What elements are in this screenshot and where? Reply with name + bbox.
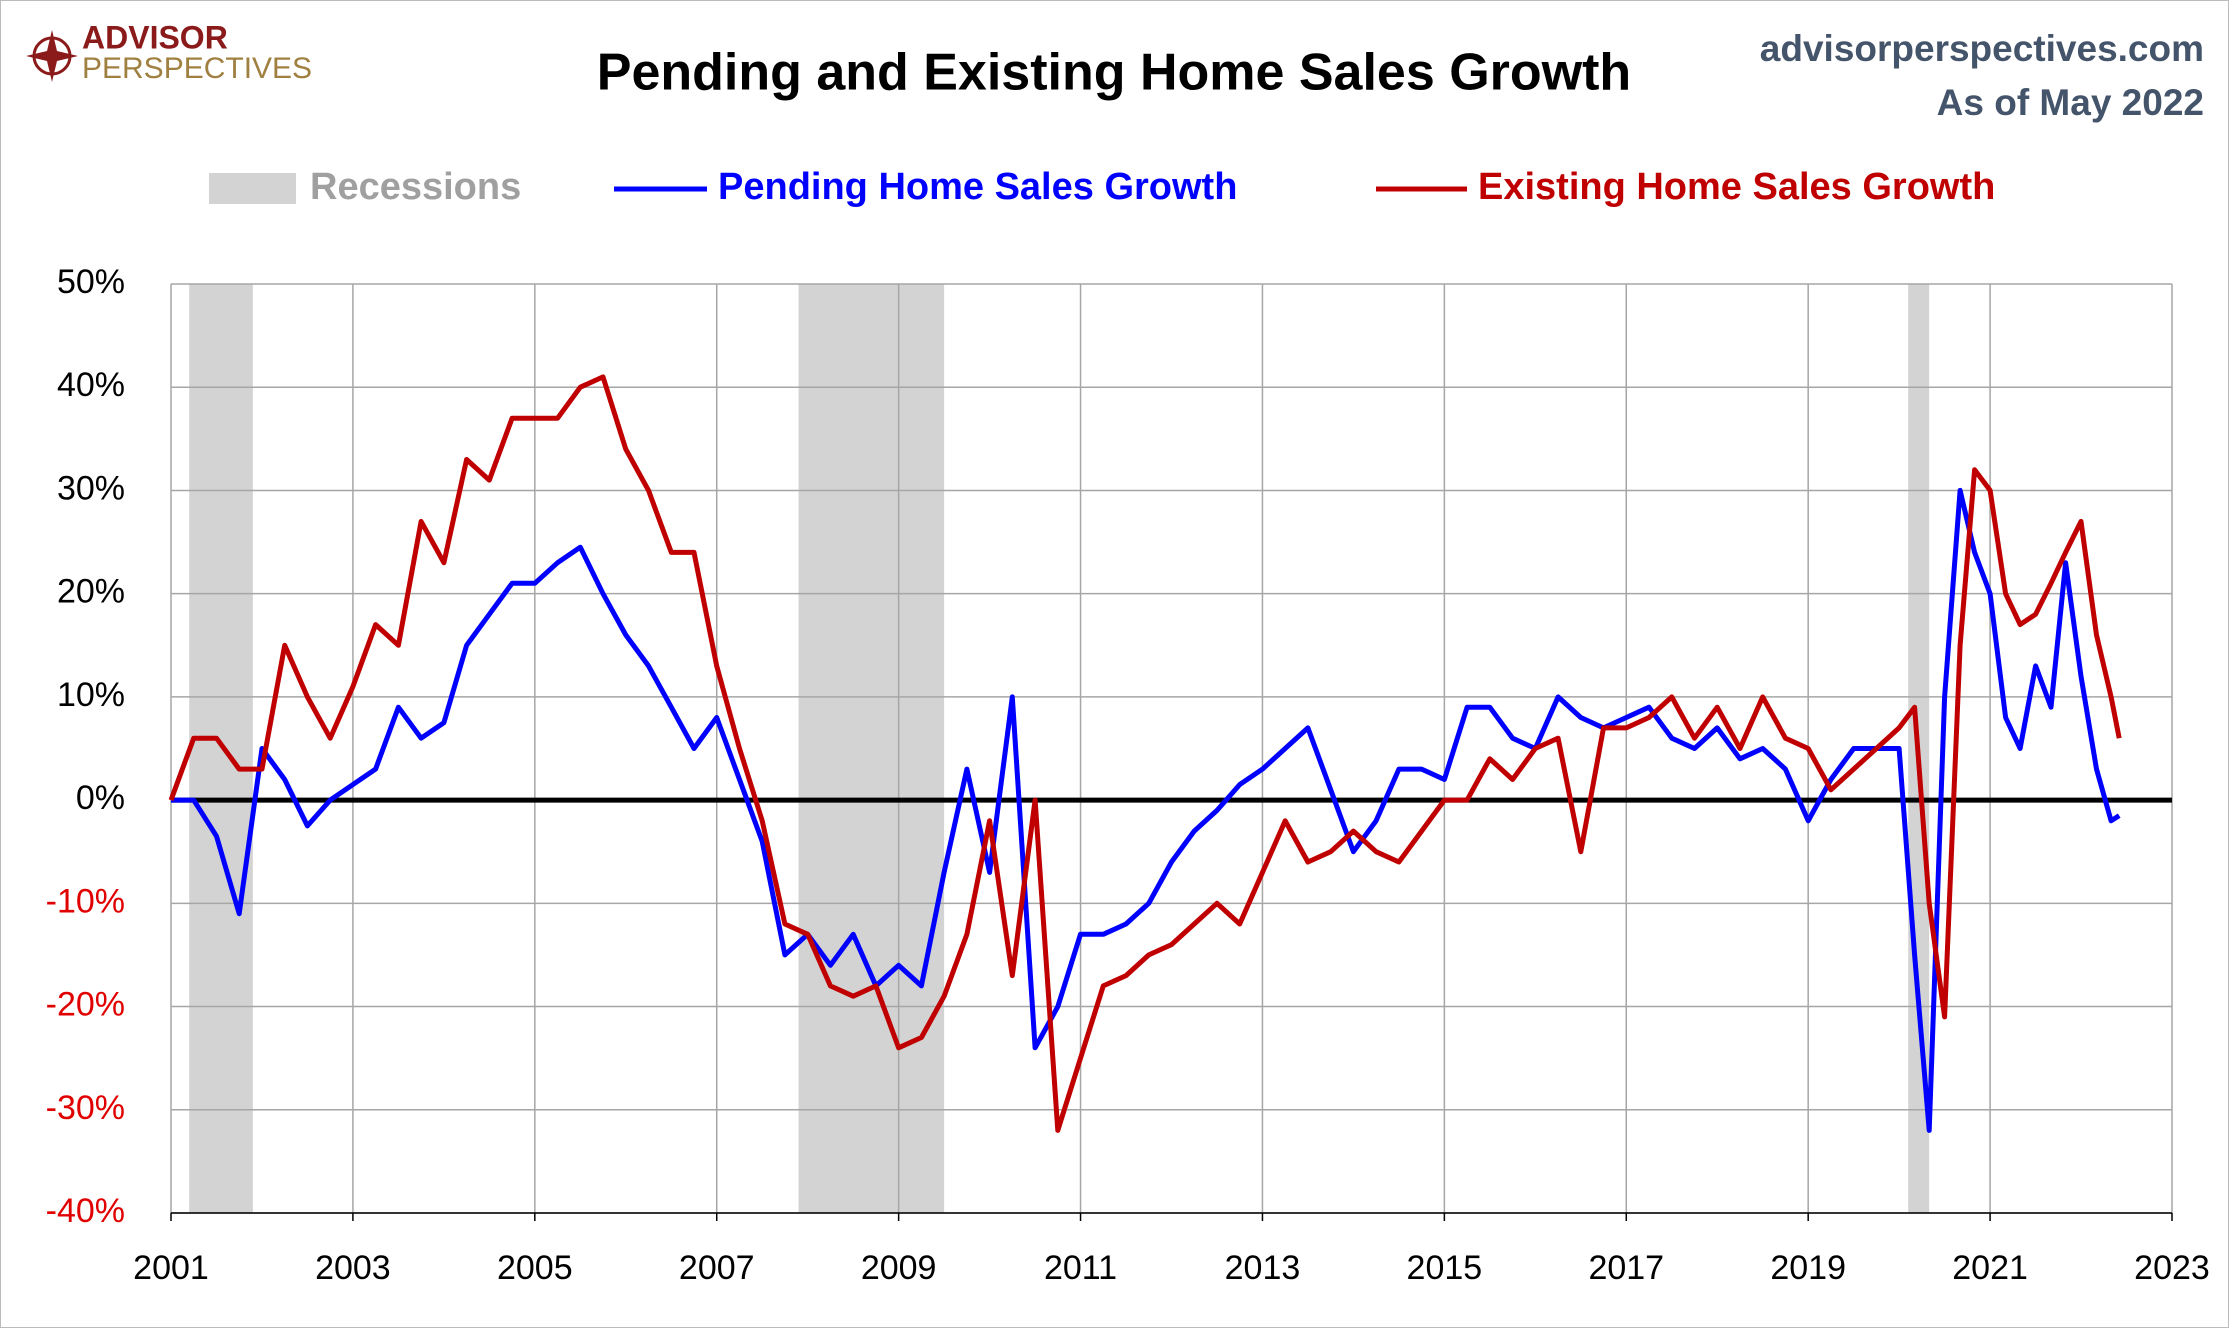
y-tick-label: -30% bbox=[46, 1089, 125, 1127]
x-tick-label: 2009 bbox=[861, 1249, 937, 1287]
logo-text: ADVISOR bbox=[82, 19, 228, 55]
x-tick-label: 2011 bbox=[1044, 1249, 1117, 1287]
x-tick-label: 2005 bbox=[497, 1249, 573, 1287]
chart-title: Pending and Existing Home Sales Growth bbox=[597, 44, 1631, 102]
series-line bbox=[168, 374, 2122, 1133]
legend-label: Recessions bbox=[310, 166, 521, 208]
logo-icon bbox=[26, 30, 78, 82]
y-tick-label: -20% bbox=[46, 986, 125, 1024]
x-tick-label: 2017 bbox=[1588, 1249, 1664, 1287]
x-tick-label: 2019 bbox=[1770, 1249, 1846, 1287]
legend-label: Existing Home Sales Growth bbox=[1478, 166, 1995, 208]
x-tick-label: 2001 bbox=[133, 1249, 209, 1287]
y-tick-label: 10% bbox=[57, 676, 125, 714]
logo-text: PERSPECTIVES bbox=[82, 52, 312, 85]
subtitle: As of May 2022 bbox=[1937, 82, 2204, 123]
x-tick-label: 2007 bbox=[679, 1249, 755, 1287]
x-tick-label: 2021 bbox=[1952, 1249, 2028, 1287]
y-tick-label: 30% bbox=[57, 469, 125, 507]
source: advisorperspectives.com bbox=[1760, 28, 2204, 69]
x-tick-label: 2023 bbox=[2134, 1249, 2210, 1287]
recession-band bbox=[798, 284, 945, 1213]
legend-swatch bbox=[209, 173, 296, 204]
y-tick-label: 50% bbox=[57, 263, 125, 301]
legend-label: Pending Home Sales Growth bbox=[718, 166, 1237, 208]
y-tick-label: -10% bbox=[46, 882, 125, 920]
x-tick-label: 2015 bbox=[1407, 1249, 1483, 1287]
series-line bbox=[171, 487, 2121, 1133]
x-tick-label: 2013 bbox=[1225, 1249, 1301, 1287]
y-tick-label: 40% bbox=[57, 366, 125, 404]
y-tick-label: -40% bbox=[46, 1192, 125, 1230]
x-tick-label: 2003 bbox=[315, 1249, 391, 1287]
y-tick-label: 0% bbox=[76, 779, 125, 817]
y-tick-label: 20% bbox=[57, 573, 125, 611]
